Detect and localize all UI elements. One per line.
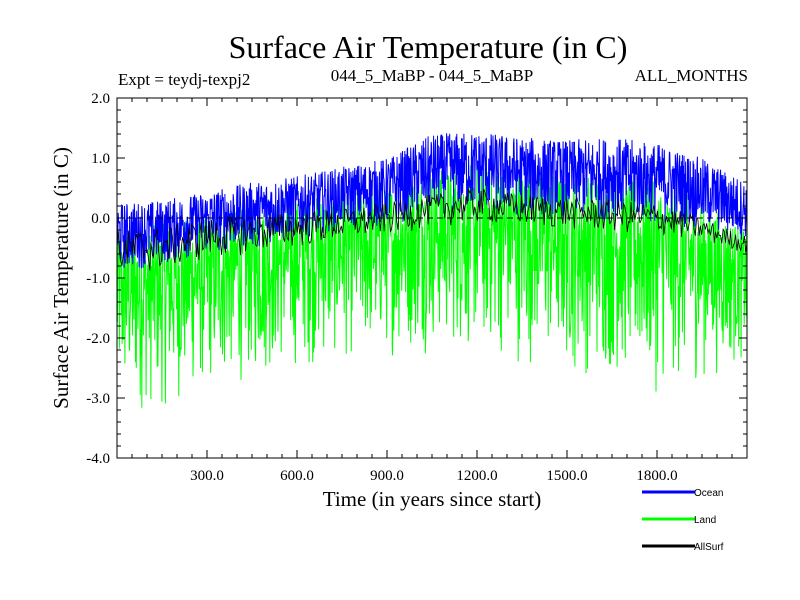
y-tick-label: -4.0 <box>86 451 110 467</box>
x-tick-label: 1200.0 <box>456 468 497 484</box>
x-tick-label: 300.0 <box>190 468 224 484</box>
y-tick-label: 1.0 <box>91 151 110 167</box>
chart-title: Surface Air Temperature (in C) <box>229 29 628 65</box>
x-tick-label: 600.0 <box>280 468 314 484</box>
x-axis: 300.0 600.0 900.0 1200.0 1500.0 1800.0 <box>131 98 733 484</box>
y-axis-label: Surface Air Temperature (in C) <box>49 147 73 409</box>
y-axis: 2.0 1.0 0.0 -1.0 -2.0 -3.0 -4.0 <box>86 91 747 467</box>
chart-subtitle-center: 044_5_MaBP - 044_5_MaBP <box>331 66 533 85</box>
x-tick-label: 1500.0 <box>546 468 587 484</box>
y-tick-label: 2.0 <box>91 91 110 107</box>
y-tick-label: -2.0 <box>86 331 110 347</box>
series-allsurf-line <box>116 188 748 271</box>
y-tick-label: -1.0 <box>86 271 110 287</box>
chart-subtitle-right: ALL_MONTHS <box>635 66 748 85</box>
x-tick-label: 1800.0 <box>636 468 677 484</box>
legend-label-allsurf: AllSurf <box>694 542 724 553</box>
series-land-line <box>116 165 748 408</box>
legend-label-ocean: Ocean <box>694 488 723 499</box>
plot-series <box>116 133 748 408</box>
y-tick-label: -3.0 <box>86 391 110 407</box>
legend-label-land: Land <box>694 515 716 526</box>
legend: Ocean Land AllSurf <box>642 488 724 553</box>
y-tick-label: 0.0 <box>91 211 110 227</box>
series-ocean-line <box>116 133 748 269</box>
x-tick-label: 900.0 <box>370 468 404 484</box>
chart-subtitle-left: Expt = teydj-texpj2 <box>118 70 250 89</box>
x-axis-label: Time (in years since start) <box>323 487 542 511</box>
